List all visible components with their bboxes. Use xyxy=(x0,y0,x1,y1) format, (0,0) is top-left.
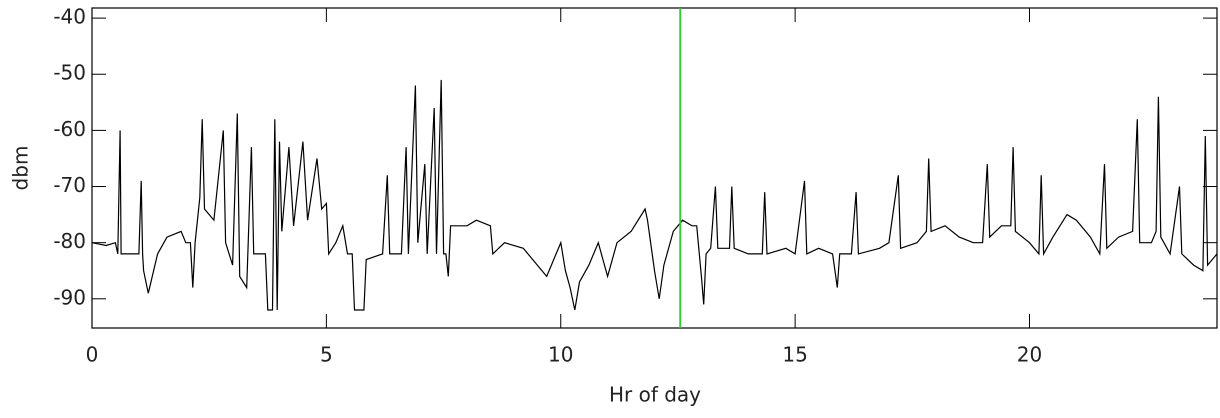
x-tick-label: 15 xyxy=(782,343,807,367)
plot-frame xyxy=(91,7,1218,329)
x-axis-label: Hr of day xyxy=(609,383,701,407)
y-tick-label: -80 xyxy=(53,229,86,253)
y-tick-label: -40 xyxy=(53,5,86,29)
signal-line xyxy=(91,79,1218,311)
y-tick-label: -60 xyxy=(53,117,86,141)
y-tick-label: -90 xyxy=(53,285,86,309)
y-axis-label: dbm xyxy=(9,146,33,191)
y-tick-label: -50 xyxy=(53,61,86,85)
x-tick-label: 0 xyxy=(86,343,99,367)
x-tick-label: 10 xyxy=(548,343,573,367)
x-tick-label: 5 xyxy=(320,343,333,367)
x-tick-label: 20 xyxy=(1017,343,1042,367)
y-tick-label: -70 xyxy=(53,173,86,197)
